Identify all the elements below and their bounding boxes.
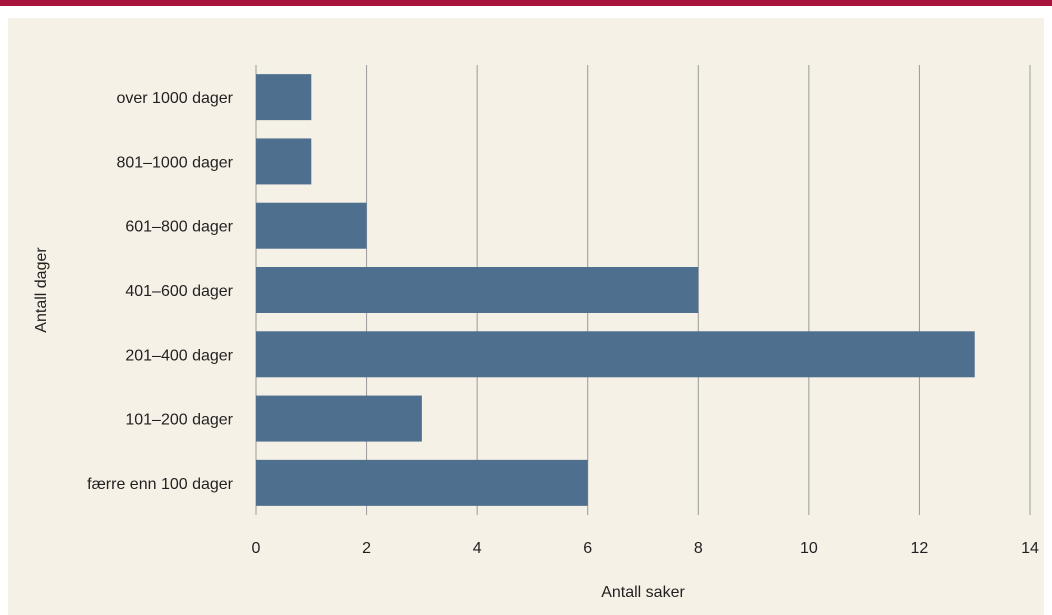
bar xyxy=(256,331,975,378)
x-tick-label: 14 xyxy=(1021,540,1039,557)
chart-panel: over 1000 dager 801–1000 dager 601–800 dag… xyxy=(8,18,1044,615)
bar xyxy=(256,74,312,121)
bar xyxy=(256,138,312,185)
x-tick-label: 4 xyxy=(473,540,482,557)
y-axis-title: Antall dager xyxy=(33,247,50,333)
bar xyxy=(256,459,588,506)
category-label: færre enn 100 dager xyxy=(87,476,234,493)
x-tick-label: 8 xyxy=(694,540,703,557)
category-label: 601–800 dager xyxy=(125,219,233,236)
category-label: 801–1000 dager xyxy=(116,154,233,171)
bar xyxy=(256,202,367,249)
bar xyxy=(256,267,699,313)
category-label: 201–400 dager xyxy=(125,347,233,364)
bars xyxy=(256,74,975,506)
x-tick-label: 10 xyxy=(800,540,818,557)
x-tick-label: 12 xyxy=(911,540,929,557)
bar xyxy=(256,395,422,442)
category-label: 101–200 dager xyxy=(125,412,233,429)
category-label: over 1000 dager xyxy=(116,90,233,107)
x-tick-labels: 0 2 4 6 8 10 12 14 xyxy=(252,540,1039,557)
top-accent-rule xyxy=(0,0,1052,6)
category-labels: over 1000 dager 801–1000 dager 601–800 dag… xyxy=(87,90,234,493)
x-tick-label: 2 xyxy=(362,540,371,557)
x-tick-label: 0 xyxy=(252,540,261,557)
bar-chart: over 1000 dager 801–1000 dager 601–800 dag… xyxy=(33,65,1039,601)
x-tick-label: 6 xyxy=(583,540,592,557)
x-axis-title: Antall saker xyxy=(601,584,685,601)
category-label: 401–600 dager xyxy=(125,283,233,300)
